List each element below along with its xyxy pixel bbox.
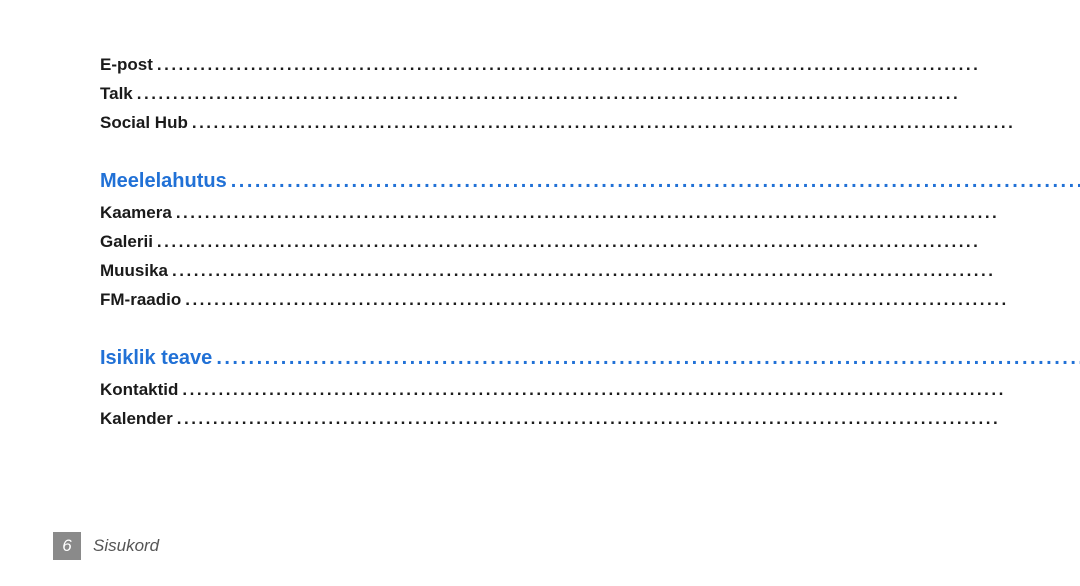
toc-label: Kaamera (100, 203, 172, 223)
toc-label: Kontaktid (100, 380, 178, 400)
toc-section-label: Isiklik teave (100, 347, 212, 370)
toc-label: FM-raadio (100, 290, 181, 310)
toc-label: Talk (100, 84, 133, 104)
toc-section-label: Meelelahutus (100, 170, 227, 193)
toc-entry[interactable]: E-post 43 (100, 55, 1080, 75)
toc-entry[interactable]: Kontaktid 62 (100, 380, 1080, 400)
page-number: 6 (62, 536, 71, 556)
leader-dots (216, 347, 1080, 370)
leader-dots (172, 261, 1080, 281)
toc-label: Kalender (100, 409, 173, 429)
leader-dots (157, 232, 1080, 252)
page-number-box: 6 (53, 532, 81, 560)
leader-dots (182, 380, 1080, 400)
toc-entry[interactable]: Kalender 66 (100, 409, 1080, 429)
leader-dots (185, 290, 1080, 310)
toc-label: E-post (100, 55, 153, 75)
toc-entry[interactable]: Talk 45 (100, 84, 1080, 104)
toc-entry[interactable]: Kaamera 47 (100, 203, 1080, 223)
toc-section[interactable]: Meelelahutus 47 (100, 170, 1080, 193)
toc-label: Social Hub (100, 113, 188, 133)
leader-dots (176, 203, 1080, 223)
leader-dots (177, 409, 1080, 429)
toc-entry[interactable]: FM-raadio 59 (100, 290, 1080, 310)
toc-entry[interactable]: Muusika 56 (100, 261, 1080, 281)
page-footer: 6 Sisukord (53, 532, 159, 560)
footer-section-label: Sisukord (93, 536, 159, 556)
leader-dots (137, 84, 1080, 104)
toc-label: Muusika (100, 261, 168, 281)
toc-entry[interactable]: Galerii 55 (100, 232, 1080, 252)
toc-label: Galerii (100, 232, 153, 252)
toc-entry[interactable]: Social Hub 46 (100, 113, 1080, 133)
leader-dots (157, 55, 1080, 75)
page-body: E-post 43 Talk 45 Social Hub 46 Meelelah… (0, 0, 1080, 586)
leader-dots (192, 113, 1080, 133)
toc-section[interactable]: Isiklik teave 62 (100, 347, 1080, 370)
toc-column-left: E-post 43 Talk 45 Social Hub 46 Meelelah… (100, 55, 1080, 586)
leader-dots (231, 170, 1080, 193)
